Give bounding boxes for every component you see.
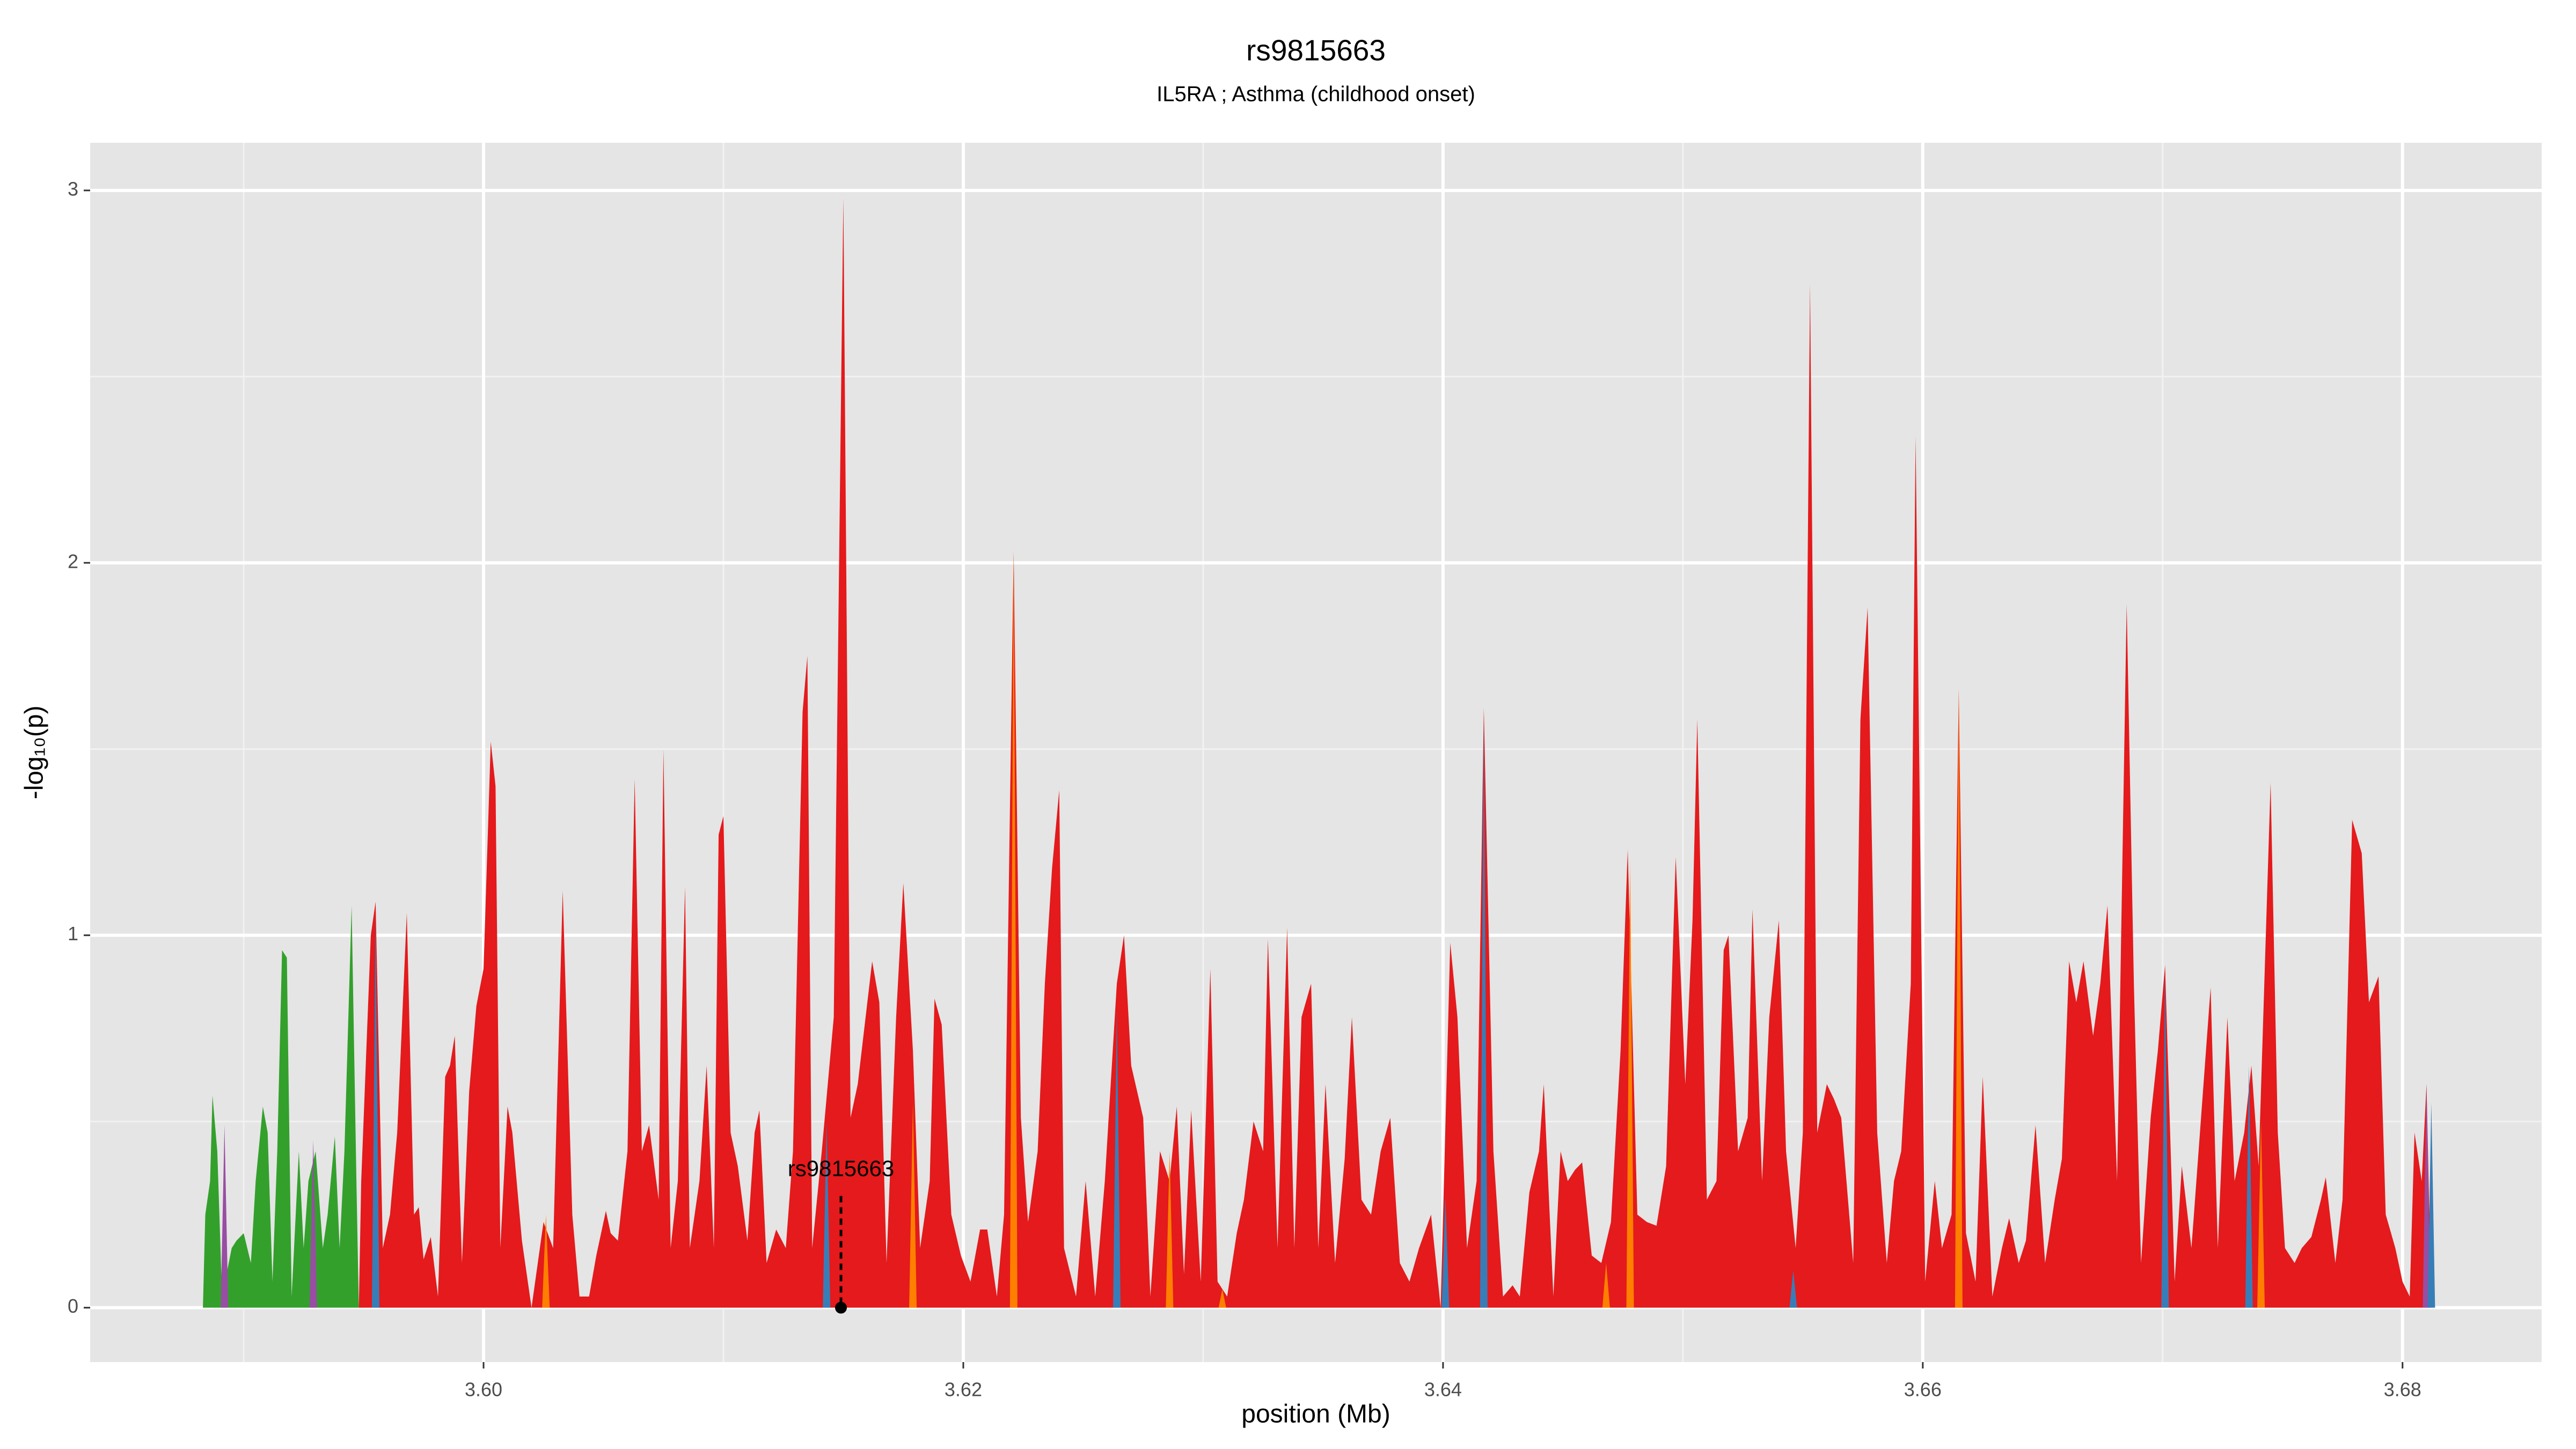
spike [1955,689,1963,1308]
spike [2427,1103,2435,1308]
x-tick-label: 3.62 [945,1379,982,1401]
area [203,905,359,1308]
spike [2161,972,2169,1308]
marks: rs9815663 [203,197,2435,1314]
y-axis-label: -log₁₀(p) [20,706,49,800]
spike [1789,1270,1797,1308]
spike [1480,719,1488,1308]
spike [2245,1065,2253,1308]
y-tick-label: 0 [68,1295,78,1317]
x-tick-label: 3.60 [465,1379,502,1401]
x-tick-label: 3.64 [1424,1379,1462,1401]
y-tick-label: 2 [68,550,78,572]
spike [1009,551,1018,1308]
spike [2257,1121,2265,1308]
annotation-label: rs9815663 [788,1156,895,1181]
spike [2423,1084,2431,1308]
spike [1166,1151,1174,1308]
axes: 3.60 3.62 3.64 3.66 3.68 0 1 2 3 [68,178,2421,1400]
spike [823,1121,831,1308]
x-axis-label: position (Mb) [1241,1400,1390,1429]
spike [542,1214,550,1308]
x-tick-label: 3.68 [2384,1379,2421,1401]
area [358,197,2432,1308]
spike [221,1125,229,1308]
chart-title: rs9815663 [1246,34,1386,67]
y-tick-label: 3 [68,178,78,200]
spike [1218,1289,1226,1308]
spike [1441,1196,1450,1308]
y-tick-label: 1 [68,923,78,945]
spike [1602,1263,1610,1308]
spike [1113,1009,1121,1308]
spike [309,1140,317,1308]
spike [909,1103,917,1308]
chart-subtitle: IL5RA ; Asthma (childhood onset) [1157,83,1475,106]
annotation-dot [835,1301,847,1314]
spike [1626,860,1634,1308]
spike [371,917,379,1308]
x-tick-label: 3.66 [1904,1379,1942,1401]
